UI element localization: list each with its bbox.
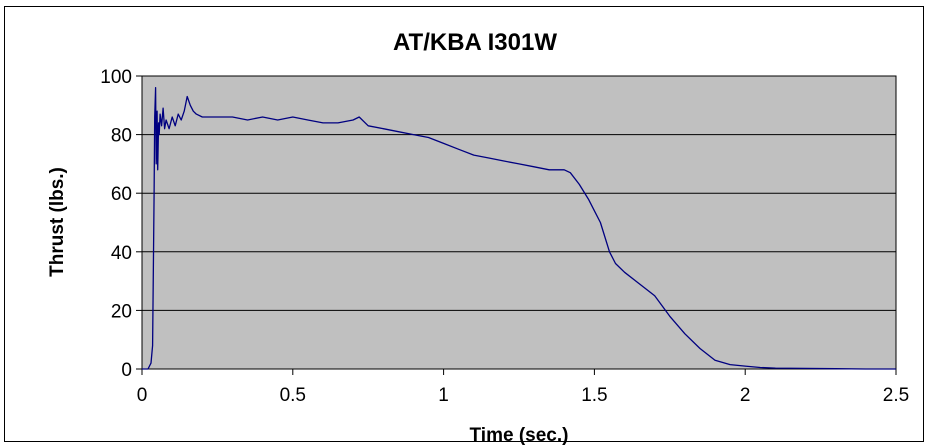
x-tick-label: 1.5: [581, 385, 607, 406]
x-tick-label: 2.5: [883, 385, 909, 406]
plot-area: [141, 75, 897, 370]
y-tick-label: 60: [111, 184, 132, 205]
y-axis-title: Thrust (lbs.): [47, 167, 68, 277]
x-tick-label: 0.5: [280, 385, 306, 406]
y-tick-label: 40: [111, 243, 132, 264]
series-line: [142, 87, 896, 370]
y-tick-label: 80: [111, 126, 132, 147]
axis-ticks: 0 20 40 60 80 100 0 0.5 1 1.5 2 2.5: [100, 67, 909, 406]
x-tick-label: 1: [438, 385, 449, 406]
x-tick-label: 0: [137, 385, 148, 406]
x-axis-title: Time (sec.): [470, 425, 569, 446]
y-tick-label: 20: [111, 301, 132, 322]
y-tick-label: 0: [121, 360, 132, 381]
y-tick-label: 100: [100, 67, 132, 88]
chart-title: AT/KBA I301W: [393, 29, 557, 56]
grid-lines: [142, 134, 896, 311]
x-tick-label: 2: [740, 385, 751, 406]
